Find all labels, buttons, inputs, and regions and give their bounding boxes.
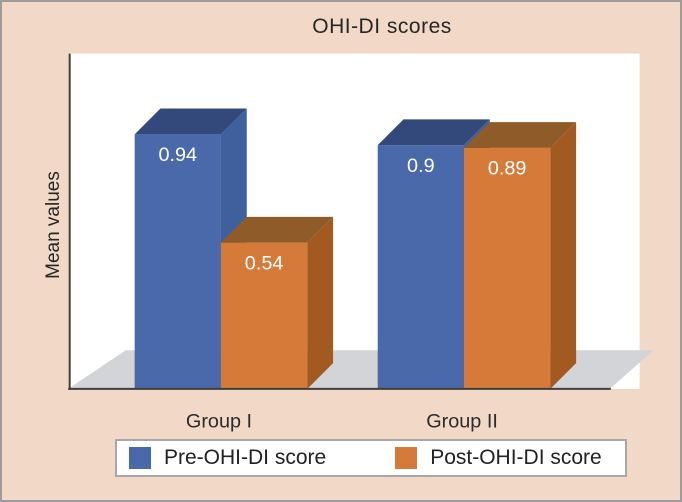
chart-title: OHI-DI scores bbox=[312, 15, 452, 38]
bar-top bbox=[377, 119, 490, 146]
bar-side bbox=[550, 122, 577, 389]
legend-box: Pre-OHI-DI score Post-OHI-DI score bbox=[115, 439, 627, 477]
legend-swatch-pre bbox=[129, 447, 151, 469]
bar-front bbox=[464, 147, 551, 389]
category-labels-group: Group I Group II bbox=[186, 410, 498, 432]
bar-front bbox=[134, 134, 221, 389]
bar-side bbox=[307, 216, 334, 389]
bar-top bbox=[134, 108, 247, 135]
bar-front bbox=[377, 145, 465, 389]
bar-value-label: 0.9 bbox=[407, 155, 435, 177]
legend-swatch-post bbox=[395, 447, 418, 469]
bar-top bbox=[220, 216, 334, 243]
bar-front bbox=[220, 242, 308, 389]
x-tick-label: Group I bbox=[186, 410, 252, 432]
bar-value-label: 0.54 bbox=[245, 252, 284, 274]
legend-item-pre: Pre-OHI-DI score bbox=[129, 446, 326, 470]
x-tick-label: Group II bbox=[426, 410, 498, 432]
bar-top bbox=[464, 122, 577, 148]
bar-value-label: 0.94 bbox=[159, 144, 198, 166]
legend-label-post: Post-OHI-DI score bbox=[430, 446, 602, 469]
bar-value-label: 0.89 bbox=[488, 158, 527, 180]
legend-label-pre: Pre-OHI-DI score bbox=[164, 446, 327, 469]
legend-item-post: Post-OHI-DI score bbox=[395, 446, 602, 470]
bars-group: 0.94 0.54 0.9 0.89 bbox=[134, 108, 577, 389]
